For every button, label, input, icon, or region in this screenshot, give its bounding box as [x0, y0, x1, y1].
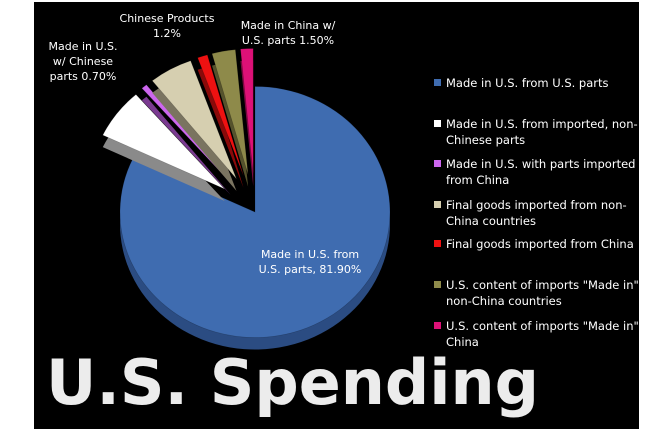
- legend-item: U.S. content of imports "Made in" China: [434, 319, 639, 349]
- legend-item: Made in U.S. from U.S. parts: [434, 76, 609, 90]
- slice-data-label: U.S. parts 1.50%: [242, 34, 334, 47]
- legend-label: Made in U.S. from imported, non-: [446, 117, 638, 131]
- legend-label: U.S. content of imports "Made in": [446, 319, 639, 333]
- legend-swatch: [434, 240, 441, 247]
- slice-data-label: Made in China w/: [241, 19, 336, 32]
- pie-slice-top: [240, 48, 254, 175]
- slice-data-label: parts 0.70%: [50, 70, 117, 83]
- legend: Made in U.S. from U.S. parts Made in U.S.…: [434, 76, 639, 349]
- pie-slice-side: [211, 61, 249, 187]
- legend-label: from China: [446, 173, 509, 187]
- pie-slice: [102, 94, 225, 202]
- legend-label: Final goods imported from China: [446, 237, 634, 251]
- legend-item: Made in U.S. with parts imported from Chi…: [434, 157, 635, 187]
- pie-slice-top: [119, 86, 391, 338]
- pie-slice-top: [141, 84, 231, 184]
- legend-swatch: [434, 322, 441, 329]
- pie-slice-side: [141, 96, 231, 195]
- pie-slice: [151, 60, 237, 191]
- legend-label: China: [446, 335, 479, 349]
- legend-swatch: [434, 281, 441, 288]
- legend-item: Made in U.S. from imported, non- Chinese …: [434, 117, 638, 147]
- legend-swatch: [434, 201, 441, 208]
- slice-data-label: 1.2%: [153, 27, 181, 40]
- legend-swatch: [434, 79, 441, 86]
- pie-slice: [240, 48, 254, 187]
- legend-item: Final goods imported from non- China coun…: [434, 198, 627, 228]
- legend-label: China countries: [446, 214, 536, 228]
- legend-item: U.S. content of imports "Made in" non-Chi…: [434, 278, 639, 308]
- pie-slice-top: [211, 49, 249, 175]
- legend-label: Final goods imported from non-: [446, 198, 627, 212]
- slice-data-label: w/ Chinese: [53, 55, 113, 68]
- legend-label: Made in U.S. from U.S. parts: [446, 76, 609, 90]
- chart-title: U.S. Spending: [46, 346, 539, 419]
- legend-label: U.S. content of imports "Made in": [446, 278, 639, 292]
- slice-data-label: Made in U.S. from: [261, 248, 359, 261]
- slice-data-label: Made in U.S.: [48, 40, 117, 53]
- legend-item: Final goods imported from China: [434, 237, 634, 251]
- legend-swatch: [434, 120, 441, 127]
- pie-slice-side: [197, 66, 244, 188]
- pie-slice-top: [151, 60, 237, 180]
- pie-slice: [197, 54, 244, 188]
- slice-data-label: U.S. parts, 81.90%: [259, 263, 362, 276]
- pie-slice: [211, 49, 249, 187]
- slice-data-label: Chinese Products: [120, 12, 215, 25]
- pie-slice-top: [197, 54, 244, 176]
- pie-slice: [141, 84, 231, 195]
- legend-label: Chinese parts: [446, 133, 525, 147]
- legend-label: Made in U.S. with parts imported: [446, 157, 635, 171]
- legend-swatch: [434, 160, 441, 167]
- pie-slice: [119, 86, 391, 350]
- pie-slice-top: [102, 94, 225, 190]
- pie-slices: [102, 48, 391, 350]
- slice-labels: Made in U.S. from U.S. parts, 81.90% Made …: [48, 12, 361, 276]
- legend-label: non-China countries: [446, 294, 562, 308]
